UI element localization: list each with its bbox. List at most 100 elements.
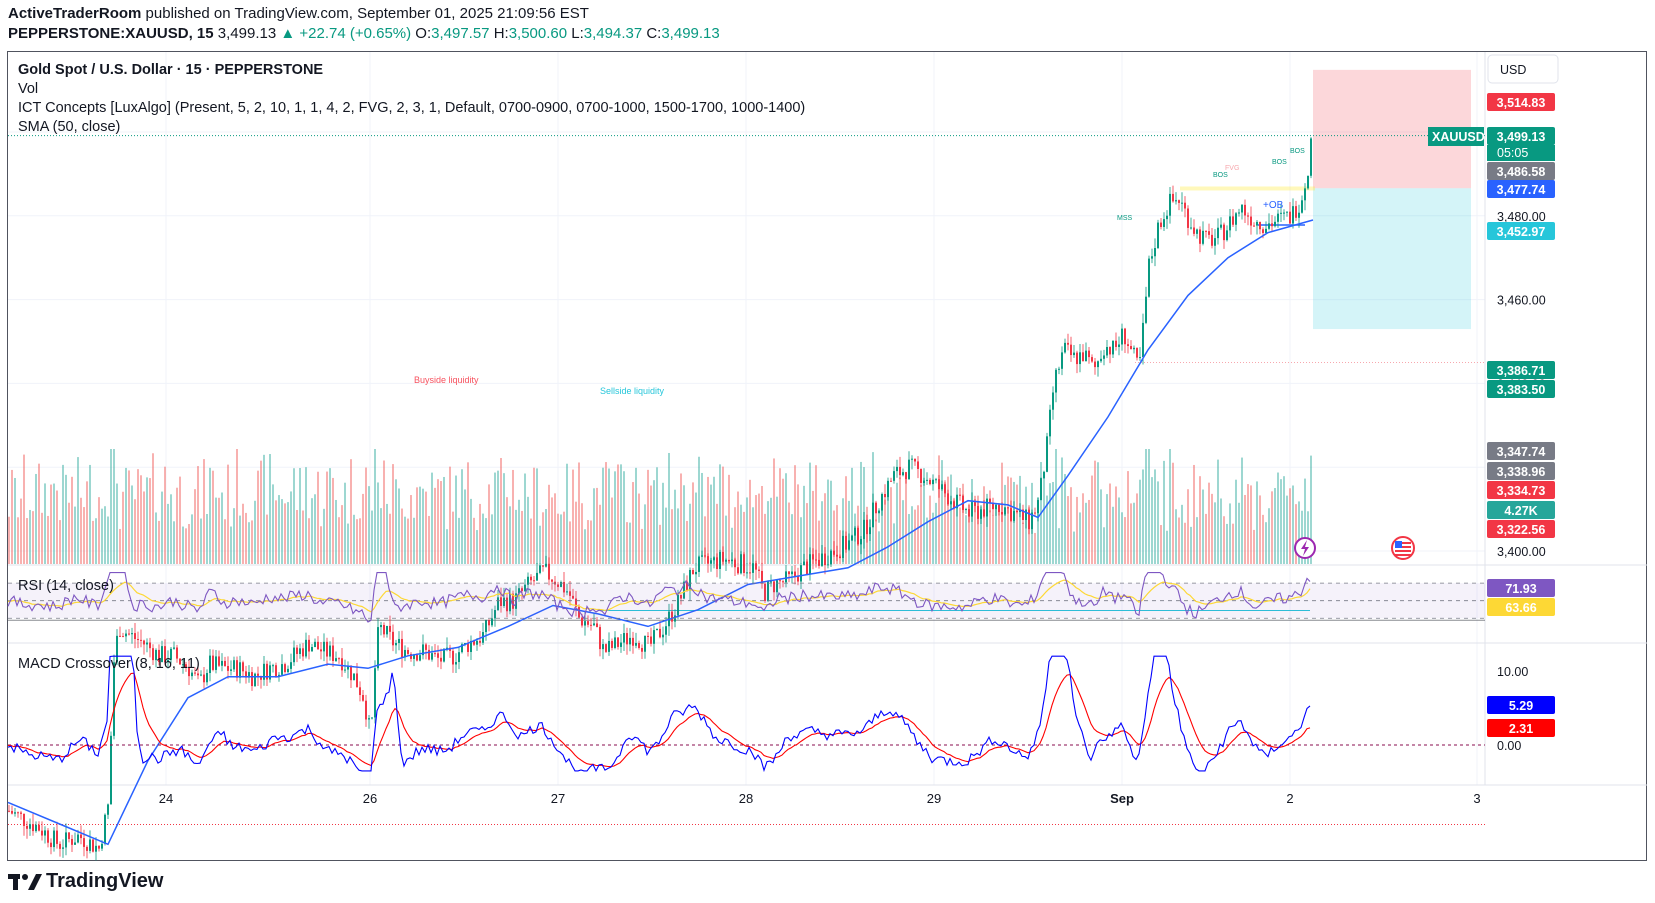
candle-body (548, 563, 550, 580)
volume-bar (830, 480, 832, 564)
candle-body (776, 580, 778, 593)
volume-bar (239, 515, 241, 564)
candle-body (164, 646, 166, 663)
candle-body (1181, 202, 1183, 204)
volume-bar (902, 500, 904, 564)
candle-body (560, 582, 562, 587)
volume-bar (962, 483, 964, 564)
candle-body (170, 648, 172, 660)
candle-body (1193, 227, 1195, 234)
volume-bar (788, 502, 790, 564)
volume-bar (1016, 484, 1018, 564)
candle-body (158, 649, 160, 663)
volume-bar (800, 517, 802, 564)
candle-body (689, 569, 691, 591)
legend-sma[interactable]: SMA (50, close) (18, 119, 120, 135)
legend-vol[interactable]: Vol (18, 81, 38, 97)
volume-bar (437, 479, 439, 564)
candle-body (671, 611, 673, 622)
macd-tick-label: 10.00 (1497, 665, 1528, 679)
lightning-icon[interactable] (1294, 537, 1316, 559)
tradingview-logo[interactable]: TradingView (8, 870, 163, 893)
candle-body (566, 591, 568, 593)
volume-bar (287, 502, 289, 564)
volume-bar (749, 479, 751, 564)
candle-body (38, 824, 40, 831)
volume-bar (65, 474, 67, 564)
price-label-text: 3,477.74 (1497, 183, 1546, 197)
volume-bar (398, 488, 400, 564)
price-label-text: 5.29 (1509, 699, 1533, 713)
candle-body (1190, 227, 1192, 229)
legend-macd[interactable]: MACD Crossover (8, 16, 11) (18, 656, 200, 672)
candle-body (557, 584, 559, 587)
volume-bar (1103, 527, 1105, 564)
volume-bar (731, 527, 733, 564)
legend-ict[interactable]: ICT Concepts [LuxAlgo] (Present, 5, 2, 1… (18, 100, 805, 116)
candle-body (944, 484, 946, 494)
volume-bar (443, 476, 445, 564)
price-label-text: 3,452.97 (1497, 225, 1546, 239)
volume-bar (704, 516, 706, 564)
volume-bar (308, 518, 310, 564)
candle-body (536, 572, 538, 581)
candle-body (185, 664, 187, 668)
candle-body (803, 561, 805, 566)
volume-bar (665, 507, 667, 564)
candle-body (242, 662, 244, 672)
volume-bar (1046, 495, 1048, 564)
y-tick-label: 3,460.00 (1497, 294, 1546, 308)
candle-body (1097, 361, 1099, 368)
volume-bar (647, 469, 649, 564)
candle-body (764, 583, 766, 601)
legend-rsi[interactable]: RSI (14, close) (18, 578, 114, 594)
candle-body (638, 643, 640, 648)
macd-signal-path (7, 672, 1311, 768)
volume-bar (1277, 472, 1279, 564)
volume-bar (233, 508, 235, 564)
candle-body (686, 581, 688, 591)
volume-bar (797, 484, 799, 564)
volume-bar (683, 485, 685, 564)
volume-bar (1196, 517, 1198, 564)
high-value: 3,500.60 (508, 25, 568, 42)
volume-bar (1238, 502, 1240, 564)
candle-body (380, 625, 382, 628)
price-axis[interactable]: 3,400.003,420.003,440.003,460.003,480.00… (1497, 126, 1546, 753)
candle-body (1004, 507, 1006, 515)
candle-body (539, 565, 541, 573)
candle-body (1088, 350, 1090, 358)
volume-bar (1049, 483, 1051, 564)
volume-bar (686, 520, 688, 564)
volume-bar (752, 507, 754, 564)
volume-bar (995, 505, 997, 564)
volume-bar (278, 495, 280, 564)
volume-bar (155, 512, 157, 564)
candle-body (62, 847, 64, 849)
candle-body (629, 637, 631, 645)
volume-bar (938, 455, 940, 564)
volume-bar (947, 476, 949, 564)
volume-bar (725, 515, 727, 564)
candle-body (518, 588, 520, 594)
volume-bar (1076, 496, 1078, 564)
volume-bar (428, 515, 430, 564)
candle-body (1076, 352, 1078, 365)
last-price: 3,499.13 (217, 25, 277, 42)
currency-button[interactable] (1487, 54, 1559, 84)
candle-body (545, 563, 547, 567)
candle-body (779, 580, 781, 582)
time-axis[interactable]: 24 26 27 28 29 Sep 2 3 (159, 791, 1481, 806)
volume-bar (275, 500, 277, 564)
chart-frame (7, 51, 1647, 861)
volume-bar (539, 525, 541, 564)
us-flag-icon[interactable] (1391, 536, 1415, 560)
candle-body (1244, 204, 1246, 216)
candle-body (281, 664, 283, 675)
candle-body (938, 479, 940, 490)
volume-bar (479, 503, 481, 564)
volume-bar (1298, 501, 1300, 564)
candle-body (1214, 238, 1216, 246)
candle-body (602, 644, 604, 650)
